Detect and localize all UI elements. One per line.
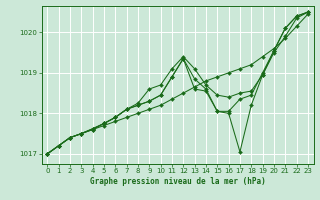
X-axis label: Graphe pression niveau de la mer (hPa): Graphe pression niveau de la mer (hPa) bbox=[90, 177, 266, 186]
